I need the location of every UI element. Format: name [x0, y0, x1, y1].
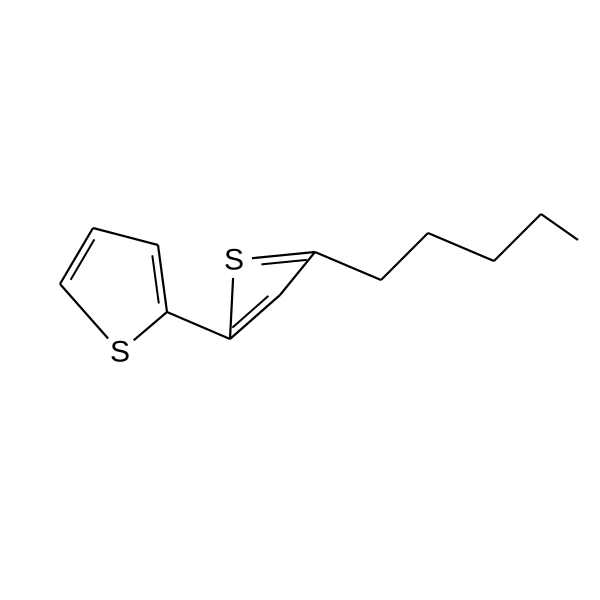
atom-label-s: S — [110, 336, 130, 369]
atom-label-s: S — [224, 244, 244, 277]
molecule-diagram: SS — [0, 0, 600, 600]
